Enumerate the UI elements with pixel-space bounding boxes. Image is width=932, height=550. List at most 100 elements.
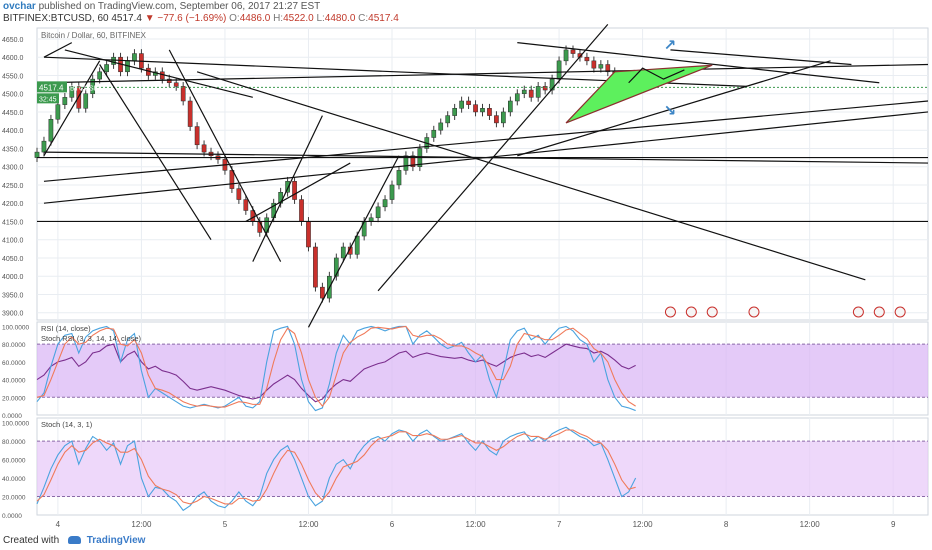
chart-title: Bitcoin / Dollar, 60, BITFINEX — [41, 31, 147, 40]
countdown-bg — [37, 93, 59, 104]
candle-up — [459, 100, 464, 109]
y-tick-label: 4300.0 — [2, 165, 24, 172]
candle-up — [480, 108, 485, 113]
candle-up — [90, 78, 96, 94]
candle-up — [556, 60, 562, 80]
author-name[interactable]: ovchar — [3, 1, 36, 12]
candle-up — [508, 100, 513, 113]
ohlc-line: BITFINEX:BTCUSD, 60 4517.4 ▼ −77.6 (−1.6… — [3, 13, 399, 24]
main-panel-frame — [36, 27, 929, 321]
trend-line — [168, 49, 282, 262]
x-tick-label: 6 — [390, 520, 395, 529]
tradingview-brand[interactable]: TradingView — [86, 535, 146, 546]
close-label: C: — [358, 13, 369, 24]
stoch-y-tick-label: 60.0000 — [2, 458, 26, 465]
y-tick-label: 3900.0 — [2, 311, 24, 318]
rsi-series-line — [36, 343, 636, 403]
candle-up — [104, 64, 109, 73]
event-flag-icon — [894, 306, 906, 318]
candle-up — [285, 181, 290, 193]
arrow-down-icon: ↘ — [663, 102, 676, 120]
candle-down — [194, 126, 200, 146]
trend-line — [252, 115, 323, 262]
event-flag-icon — [706, 306, 718, 318]
candle-up — [41, 140, 47, 153]
trend-line — [43, 63, 929, 84]
candle-up — [438, 122, 444, 131]
trend-line — [307, 155, 400, 328]
candle-down — [313, 246, 318, 288]
candle-down — [243, 199, 249, 211]
candle-up — [514, 93, 520, 102]
x-tick-label: 12:00 — [466, 520, 487, 529]
candle-down — [494, 115, 499, 124]
candle-down — [605, 64, 611, 73]
candle-down — [570, 49, 576, 54]
candle-down — [591, 60, 597, 69]
candle-up — [563, 49, 569, 62]
x-tick-label: 8 — [724, 520, 729, 529]
y-tick-label: 4400.0 — [2, 128, 24, 135]
candle-up — [62, 97, 68, 105]
candle-up — [521, 89, 527, 94]
x-tick-label: 4 — [56, 520, 61, 529]
arrow-up-icon: ↗ — [663, 36, 676, 54]
symbol-label: BITFINEX:BTCUSD, 60 — [3, 13, 109, 24]
event-flag-icon — [685, 306, 697, 318]
high-label: H: — [273, 13, 284, 24]
stoch-y-tick-label: 0.0000 — [2, 513, 22, 520]
y-tick-label: 4350.0 — [2, 146, 24, 153]
rsi-series-line — [36, 325, 636, 408]
candle-down — [466, 100, 471, 105]
rsi-title: RSI (14, close) — [41, 324, 91, 333]
rsi-y-tick-label: 0.0000 — [2, 413, 22, 420]
y-tick-label: 4500.0 — [2, 92, 24, 99]
trend-line — [517, 42, 880, 84]
candle-up — [132, 53, 137, 62]
tradingview-logo-icon — [67, 536, 81, 545]
candle-up — [340, 246, 346, 259]
change-value: ▼ −77.6 (−1.69%) — [144, 13, 227, 24]
stoch-title: Stoch (14, 3, 1) — [41, 420, 93, 429]
publish-line: ovchar published on TradingView.com, Sep… — [3, 1, 320, 12]
candle-up — [389, 184, 395, 200]
countdown-label: 32:45 — [39, 96, 57, 103]
y-tick-label: 4000.0 — [2, 274, 24, 281]
candle-up — [598, 64, 604, 69]
projection-path — [628, 67, 685, 84]
trend-line — [43, 42, 73, 58]
candle-down — [320, 286, 325, 299]
candle-up — [535, 86, 541, 98]
candle-down — [487, 108, 492, 116]
event-flag-icon — [664, 306, 676, 318]
trend-line — [99, 64, 212, 241]
stoch-band-fill — [37, 441, 928, 497]
price-label-bg — [37, 81, 67, 93]
trend-line — [670, 49, 852, 66]
x-tick-label: 12:00 — [131, 520, 152, 529]
y-tick-label: 4100.0 — [2, 238, 24, 245]
candle-up — [55, 104, 61, 120]
stoch-series-line — [36, 429, 636, 505]
rsi-y-tick-label: 20.0000 — [2, 395, 26, 402]
x-tick-label: 12:00 — [298, 520, 319, 529]
chart-area[interactable]: ↗ ↘ 4 12:00 5 12:00 6 12:00 7 12:00 8 12:00 9 4650.… — [0, 0, 932, 534]
candle-down — [201, 144, 207, 153]
trend-line — [43, 60, 101, 157]
x-tick-label: 7 — [557, 520, 562, 529]
candle-up — [501, 111, 506, 124]
x-tick-label: 12:00 — [800, 520, 821, 529]
published-text: published on TradingView.com, September … — [38, 1, 321, 12]
open-label: O: — [229, 13, 240, 24]
low-label: L: — [316, 13, 325, 24]
candle-down — [299, 199, 304, 222]
price-label: 4517.4 — [39, 83, 64, 92]
candle-up — [69, 86, 75, 98]
rsi-y-tick-label: 80.0000 — [2, 342, 26, 349]
stoch-y-tick-label: 40.0000 — [2, 476, 26, 483]
candle-up — [48, 119, 54, 142]
close-value: 4517.4 — [368, 13, 399, 24]
trend-line — [64, 49, 253, 98]
candle-up — [431, 129, 437, 138]
event-flag-icon — [748, 306, 760, 318]
